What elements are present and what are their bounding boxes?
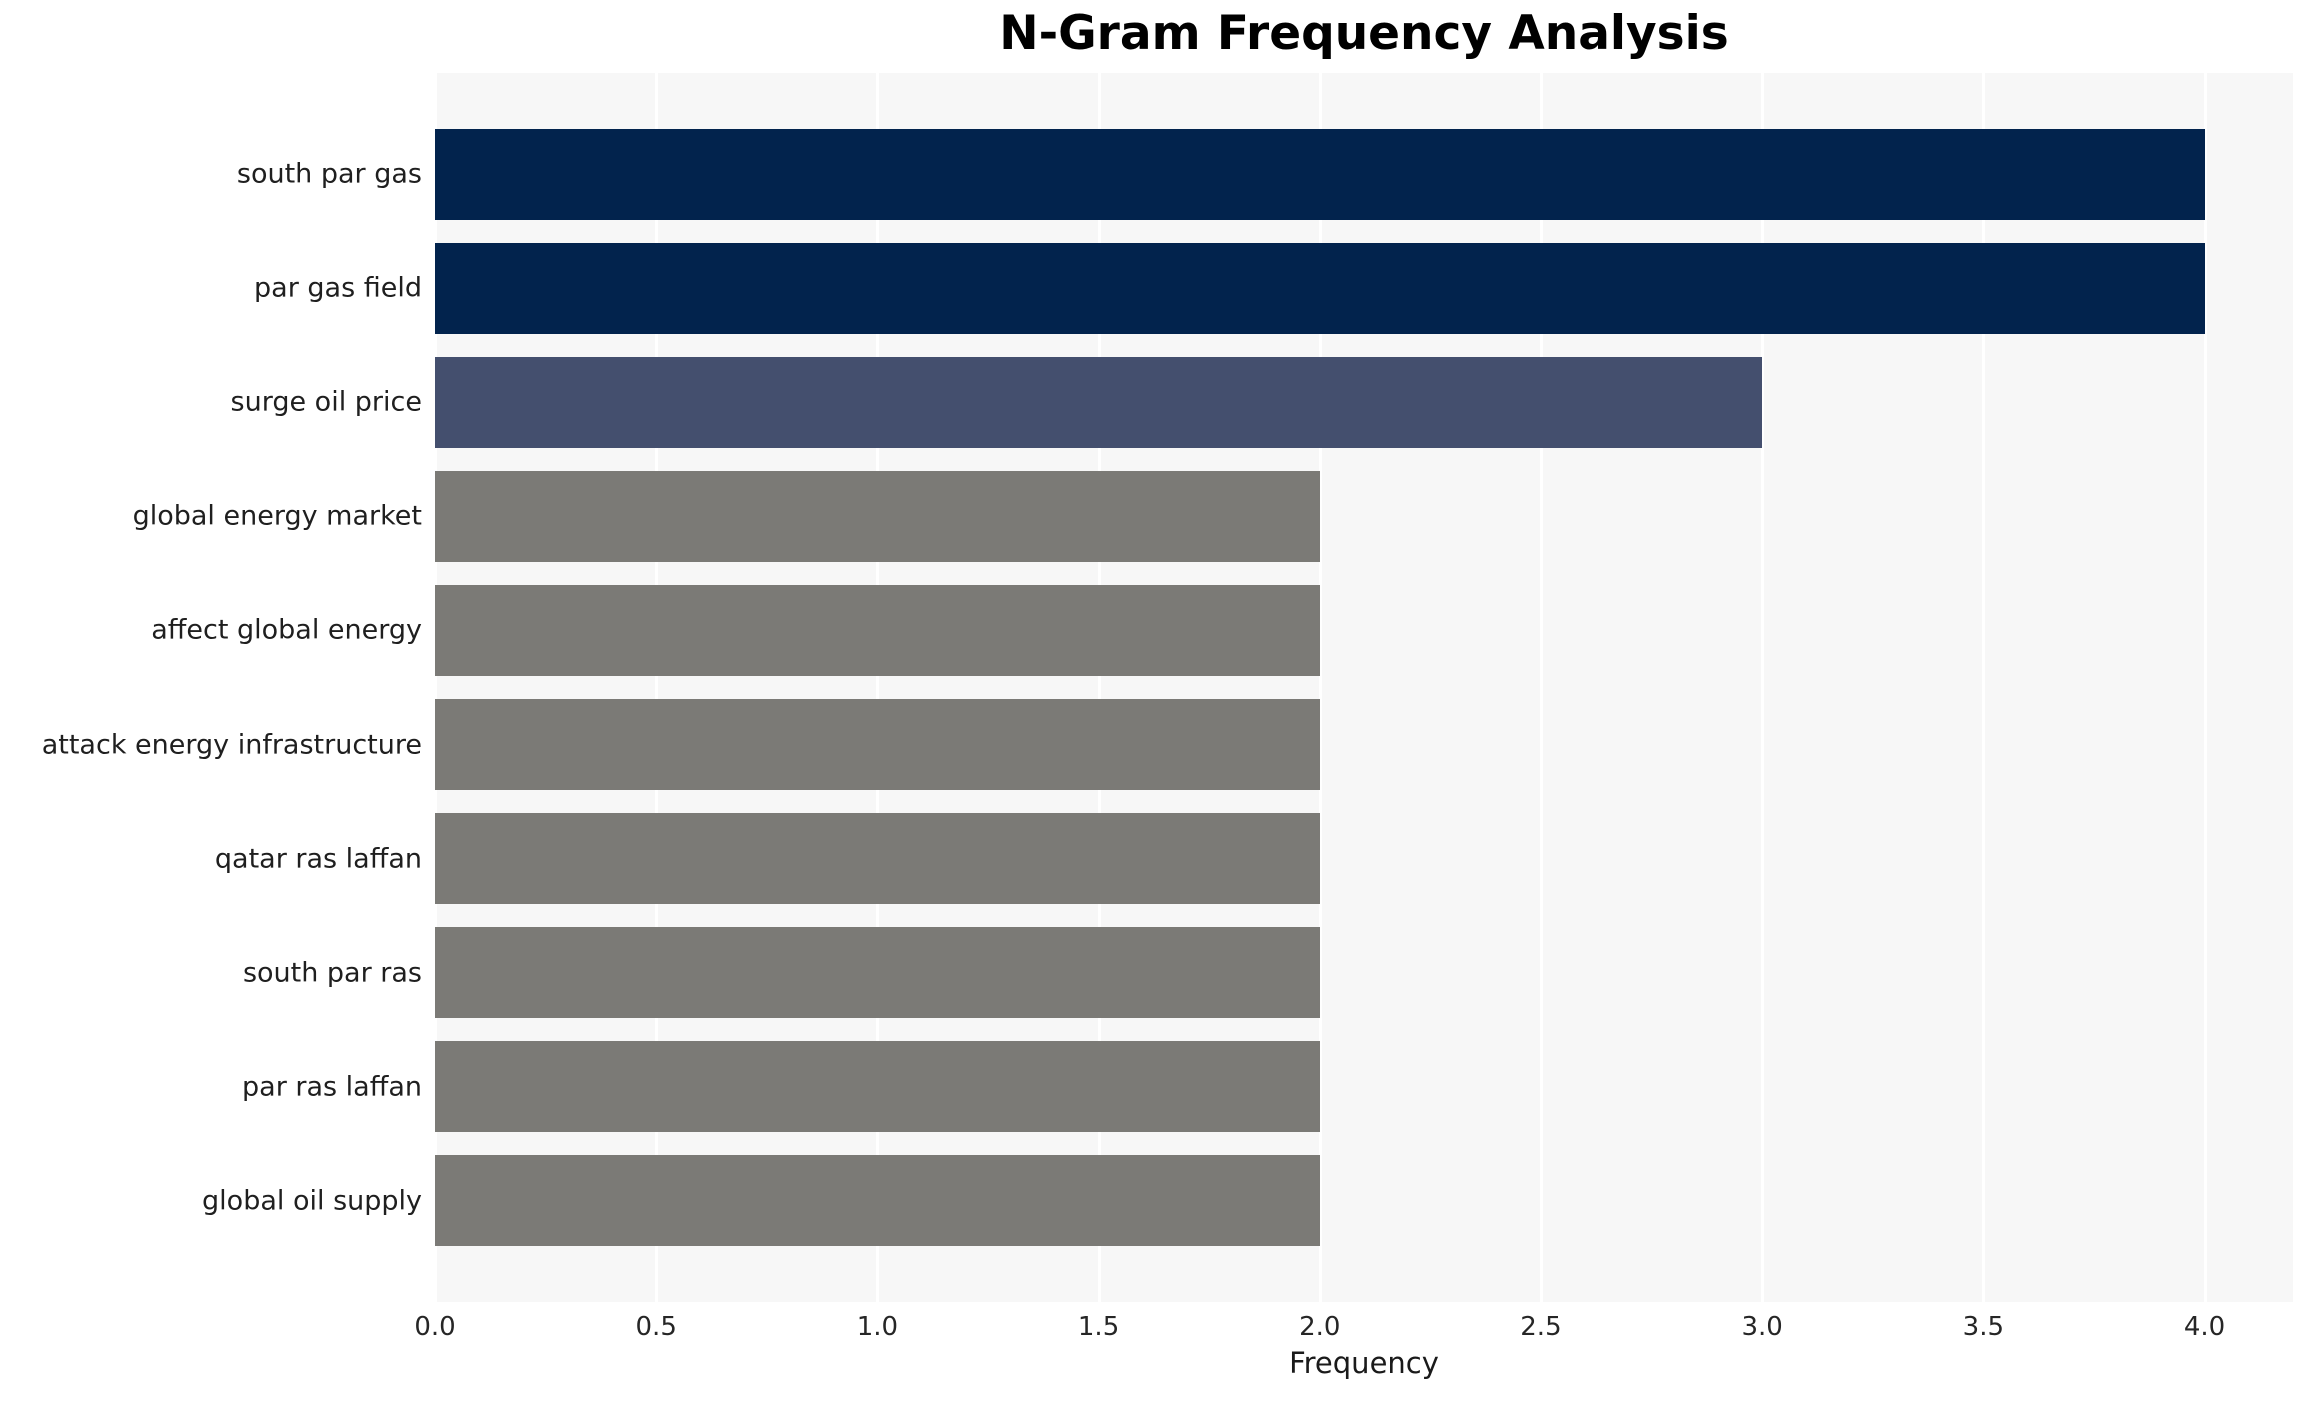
x-tick-label: 1.0: [856, 1312, 899, 1342]
gridline: [655, 73, 659, 1302]
x-tick-label: 2.5: [1520, 1312, 1562, 1342]
bar: [435, 242, 2205, 335]
bar: [435, 128, 2205, 221]
gridline: [1539, 73, 1543, 1302]
y-tick-label: par ras laffan: [242, 1071, 422, 1103]
bar: [435, 812, 1320, 905]
bar: [435, 584, 1320, 677]
bar: [435, 1154, 1320, 1247]
y-tick-label: global oil supply: [202, 1185, 422, 1217]
x-tick-label: 4.0: [2183, 1312, 2226, 1342]
gridline: [1761, 73, 1765, 1302]
x-tick-label: 0.5: [635, 1312, 677, 1342]
gridline: [434, 73, 437, 1302]
bar: [435, 470, 1320, 563]
gridline: [1982, 73, 1986, 1302]
y-tick-label: affect global energy: [151, 614, 422, 646]
bar: [435, 926, 1320, 1019]
gridline: [1318, 73, 1322, 1302]
chart-title: N-Gram Frequency Analysis: [999, 6, 1729, 61]
y-tick-label: par gas field: [254, 272, 422, 304]
gridline: [2203, 73, 2207, 1302]
x-axis-label: Frequency: [1289, 1346, 1439, 1380]
x-tick-label: 0.0: [414, 1312, 456, 1342]
x-tick-label: 2.0: [1299, 1312, 1341, 1342]
x-tick-label: 3.0: [1741, 1312, 1783, 1342]
y-tick-label: global energy market: [132, 500, 422, 532]
x-tick-label: 1.5: [1077, 1312, 1120, 1342]
plot-area: [434, 73, 2293, 1302]
gridline: [876, 73, 880, 1302]
bar: [435, 1040, 1320, 1133]
y-tick-label: surge oil price: [230, 386, 422, 418]
y-tick-label: attack energy infrastructure: [41, 729, 422, 760]
y-tick-label: south par ras: [242, 957, 422, 989]
y-tick-label: qatar ras laffan: [214, 843, 422, 874]
x-tick-label: 3.5: [1962, 1312, 2005, 1342]
y-tick-label: south par gas: [236, 158, 422, 190]
bar: [435, 698, 1320, 791]
gridline: [1097, 73, 1101, 1302]
bar: [435, 356, 1763, 449]
